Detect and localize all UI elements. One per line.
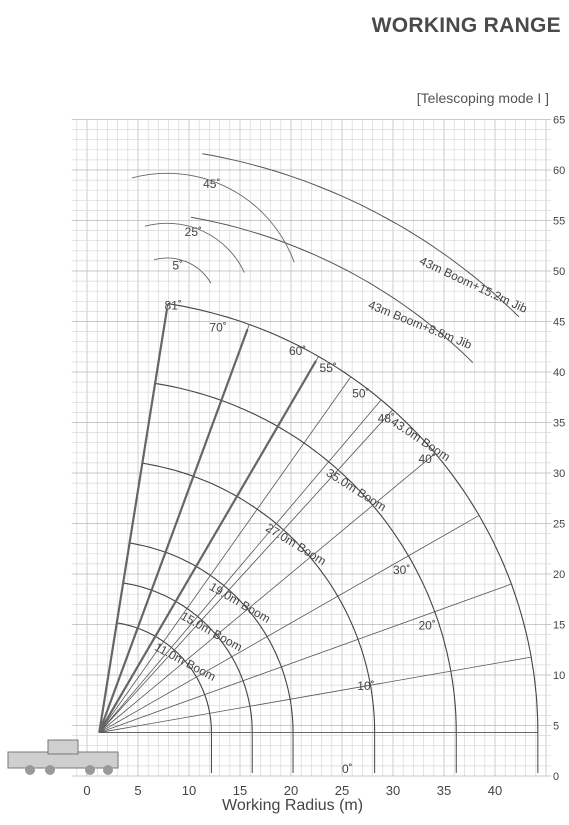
x-tick-label: 5 (134, 783, 141, 798)
y-tick-label: 50 (553, 266, 565, 278)
angle-ray (99, 656, 532, 733)
crane-part (45, 765, 55, 775)
boom-length-label: 15.0m Boom (179, 609, 245, 654)
angle-ray (98, 409, 394, 733)
boom-angle-label: 10˚ (357, 679, 374, 693)
x-axis-title: Working Radius (m) (222, 797, 364, 814)
y-tick-label: 20 (553, 569, 565, 581)
boom-arc (116, 622, 212, 733)
telescoping-mode-label: [Telescoping mode I ] (416, 90, 549, 106)
angle-ray (98, 453, 436, 733)
x-tick-label: 15 (233, 783, 247, 798)
y-tick-label: 65 (553, 115, 565, 127)
offset-angle-label: 5˚ (172, 259, 183, 273)
angle-ray (98, 376, 352, 733)
boom-angle-label: 30˚ (393, 563, 410, 577)
boom-arc (167, 303, 539, 733)
jib-length-label: 43m Boom+15.2m Jib (417, 254, 529, 316)
boom-angle-label: 55˚ (320, 361, 337, 375)
y-tick-label: 45 (553, 317, 565, 329)
y-tick-label: 60 (553, 165, 565, 177)
angle-ray (99, 515, 480, 733)
crane-part (25, 765, 35, 775)
x-tick-label: 35 (437, 783, 451, 798)
angle-ray (99, 583, 512, 733)
boom-angle-label: 20˚ (419, 619, 436, 633)
x-tick-label: 20 (284, 783, 298, 798)
offset-arc (153, 257, 212, 284)
x-tick-label: 25 (335, 783, 349, 798)
boom-arc (155, 382, 457, 733)
crane-part (47, 739, 79, 755)
boom-angle-label: 0˚ (342, 762, 353, 776)
offset-arc (144, 222, 245, 273)
offset-angle-label: 25˚ (185, 225, 202, 239)
y-tick-label: 5 (553, 721, 559, 733)
boom-angle-label: 50˚ (352, 386, 369, 400)
jib-length-label: 43m Boom+8.8m Jib (366, 298, 474, 352)
jib-arc (202, 153, 520, 318)
boom-arc (129, 542, 294, 733)
boom-angle-label: 60˚ (289, 344, 306, 358)
x-tick-label: 10 (182, 783, 196, 798)
y-tick-label: 10 (553, 670, 565, 682)
x-tick-label: 30 (386, 783, 400, 798)
boom-lattice (98, 328, 249, 733)
y-tick-label: 25 (553, 519, 565, 531)
y-tick-label: 0 (553, 771, 559, 783)
y-tick-label: 40 (553, 367, 565, 379)
x-tick-label: 40 (488, 783, 502, 798)
boom-lattice (98, 360, 317, 734)
page-title: WORKING RANGE (371, 14, 561, 37)
offset-arc (131, 172, 295, 263)
crane-part (103, 765, 113, 775)
offset-angle-label: 45˚ (203, 177, 220, 191)
boom-length-label: 11.0m Boom (152, 640, 218, 684)
crane-silhouette-icon (7, 739, 119, 775)
boom-arc (142, 462, 376, 733)
angle-ray (98, 399, 382, 733)
jib-arc (190, 216, 474, 363)
boom-arc (123, 582, 253, 733)
x-tick-label: 0 (83, 783, 90, 798)
boom-angle-label: 70˚ (209, 321, 226, 335)
y-tick-label: 15 (553, 620, 565, 632)
boom-angle-label: 40˚ (419, 452, 436, 466)
boom-angle-label: 81˚ (165, 298, 182, 312)
crane-part (85, 765, 95, 775)
boom-lattice (98, 308, 169, 733)
y-tick-label: 35 (553, 418, 565, 430)
boom-angle-label: 48˚ (378, 412, 395, 426)
y-tick-label: 55 (553, 216, 565, 228)
y-tick-label: 30 (553, 468, 565, 480)
